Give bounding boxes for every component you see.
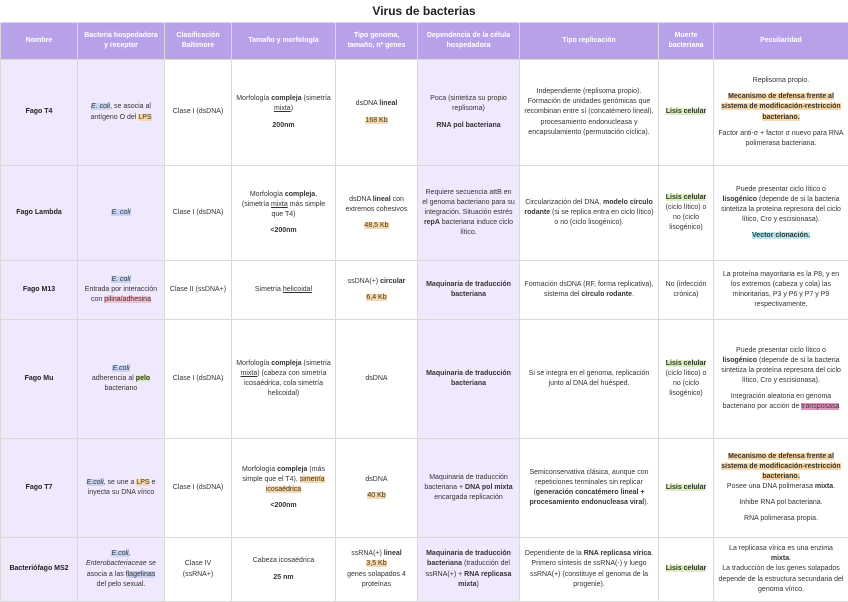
cell-death: No (infección crónica)	[659, 261, 714, 320]
cell-name: Fago Mu	[1, 320, 78, 439]
cell-class: Clase IV (ssRNA+)	[165, 538, 232, 602]
cell-death: Lisis celular	[659, 538, 714, 602]
cell-peculiarity: Puede presentar ciclo lítico o lisogénic…	[714, 166, 848, 261]
cell-death: Lisis celular	[659, 60, 714, 166]
cell-peculiarity: La proteína mayoritaria es la P8, y en l…	[714, 261, 848, 320]
cell-name: Fago M13	[1, 261, 78, 320]
cell-morph: Morfología compleja (simetría mixta)200n…	[232, 60, 336, 166]
cell-name: Bacteriófago MS2	[1, 538, 78, 602]
header-nombre: Nombre	[1, 23, 78, 60]
cell-peculiarity: Puede presentar ciclo lítico o lisogénic…	[714, 320, 848, 439]
table-row-ms2: Bacteriófago MS2 E.coli, Enterobacteriac…	[1, 538, 848, 602]
cell-morph: Morfología compleja (simetría mixta) (ca…	[232, 320, 336, 439]
cell-dependency: Requiere secuencia attB en el genoma bac…	[418, 166, 520, 261]
cell-name: Fago T4	[1, 60, 78, 166]
cell-host: E. coli, se asocia al antígeno O del LPS	[78, 60, 165, 166]
header-dependencia: Dependencia de la célula hospedadora	[418, 23, 520, 60]
header-clasificacion: Clasificación Baltimore	[165, 23, 232, 60]
cell-peculiarity: Replisoma propio.Mecanismo de defensa fr…	[714, 60, 848, 166]
cell-name: Fago Lambda	[1, 166, 78, 261]
cell-class: Clase I (dsDNA)	[165, 166, 232, 261]
page-title: Virus de bacterias	[0, 0, 848, 22]
cell-morph: Simetría helicoidal	[232, 261, 336, 320]
cell-replication: Semiconservativa clásica, aunque con rep…	[520, 439, 659, 538]
cell-replication: Si se integra en el genoma, replicación …	[520, 320, 659, 439]
cell-peculiarity: Mecanismo de defensa frente al sistema d…	[714, 439, 848, 538]
cell-death: Lisis celular	[659, 439, 714, 538]
cell-host: E.coli, se une a LPS e inyecta su DNA ví…	[78, 439, 165, 538]
cell-class: Clase I (dsDNA)	[165, 439, 232, 538]
cell-host: E. coli	[78, 166, 165, 261]
cell-class: Clase I (dsDNA)	[165, 320, 232, 439]
cell-class: Clase II (ssDNA+)	[165, 261, 232, 320]
cell-replication: Independiente (replisoma propio). Formac…	[520, 60, 659, 166]
cell-dependency: Maquinaria de traducción bacteriana + DN…	[418, 439, 520, 538]
cell-replication: Circularización del DNA, modelo círculo …	[520, 166, 659, 261]
header-row: Nombre Bacteria hospedadora y receptor C…	[1, 23, 848, 60]
cell-genome: dsDNA	[336, 320, 418, 439]
cell-host: E.coli, Enterobacteriaceae se asocia a l…	[78, 538, 165, 602]
cell-dependency: Maquinaria de traducción bacteriana	[418, 261, 520, 320]
cell-replication: Formación dsDNA (RF, forma replicativa),…	[520, 261, 659, 320]
header-bacteria: Bacteria hospedadora y receptor	[78, 23, 165, 60]
cell-death: Lisis celular (ciclo lítico) o no (ciclo…	[659, 166, 714, 261]
virus-table: Nombre Bacteria hospedadora y receptor C…	[0, 22, 848, 602]
cell-morph: Morfología compleja, (simetría mixta más…	[232, 166, 336, 261]
header-replicacion: Tipo replicación	[520, 23, 659, 60]
cell-dependency: Maquinaria de traducción bacteriana (tra…	[418, 538, 520, 602]
cell-replication: Dependiente de la RNA replicasa vírica. …	[520, 538, 659, 602]
header-muerte: Muerte bacteriana	[659, 23, 714, 60]
table-row-lambda: Fago Lambda E. coli Clase I (dsDNA) Morf…	[1, 166, 848, 261]
cell-morph: Morfología compleja (más simple que el T…	[232, 439, 336, 538]
header-peculiaridad: Peculiaridad	[714, 23, 848, 60]
cell-dependency: Poca (sintetiza su propio replisoma)RNA …	[418, 60, 520, 166]
cell-peculiarity: La replicasa vírica es una enzima mixta.…	[714, 538, 848, 602]
table-row-t4: Fago T4 E. coli, se asocia al antígeno O…	[1, 60, 848, 166]
cell-name: Fago T7	[1, 439, 78, 538]
cell-death: Lisis celular (ciclo lítico) o no (ciclo…	[659, 320, 714, 439]
table-row-t7: Fago T7 E.coli, se une a LPS e inyecta s…	[1, 439, 848, 538]
cell-class: Clase I (dsDNA)	[165, 60, 232, 166]
header-genoma: Tipo genoma, tamaño, nº genes	[336, 23, 418, 60]
cell-dependency: Maquinaria de traducción bacteriana	[418, 320, 520, 439]
header-tamano: Tamaño y morfología	[232, 23, 336, 60]
